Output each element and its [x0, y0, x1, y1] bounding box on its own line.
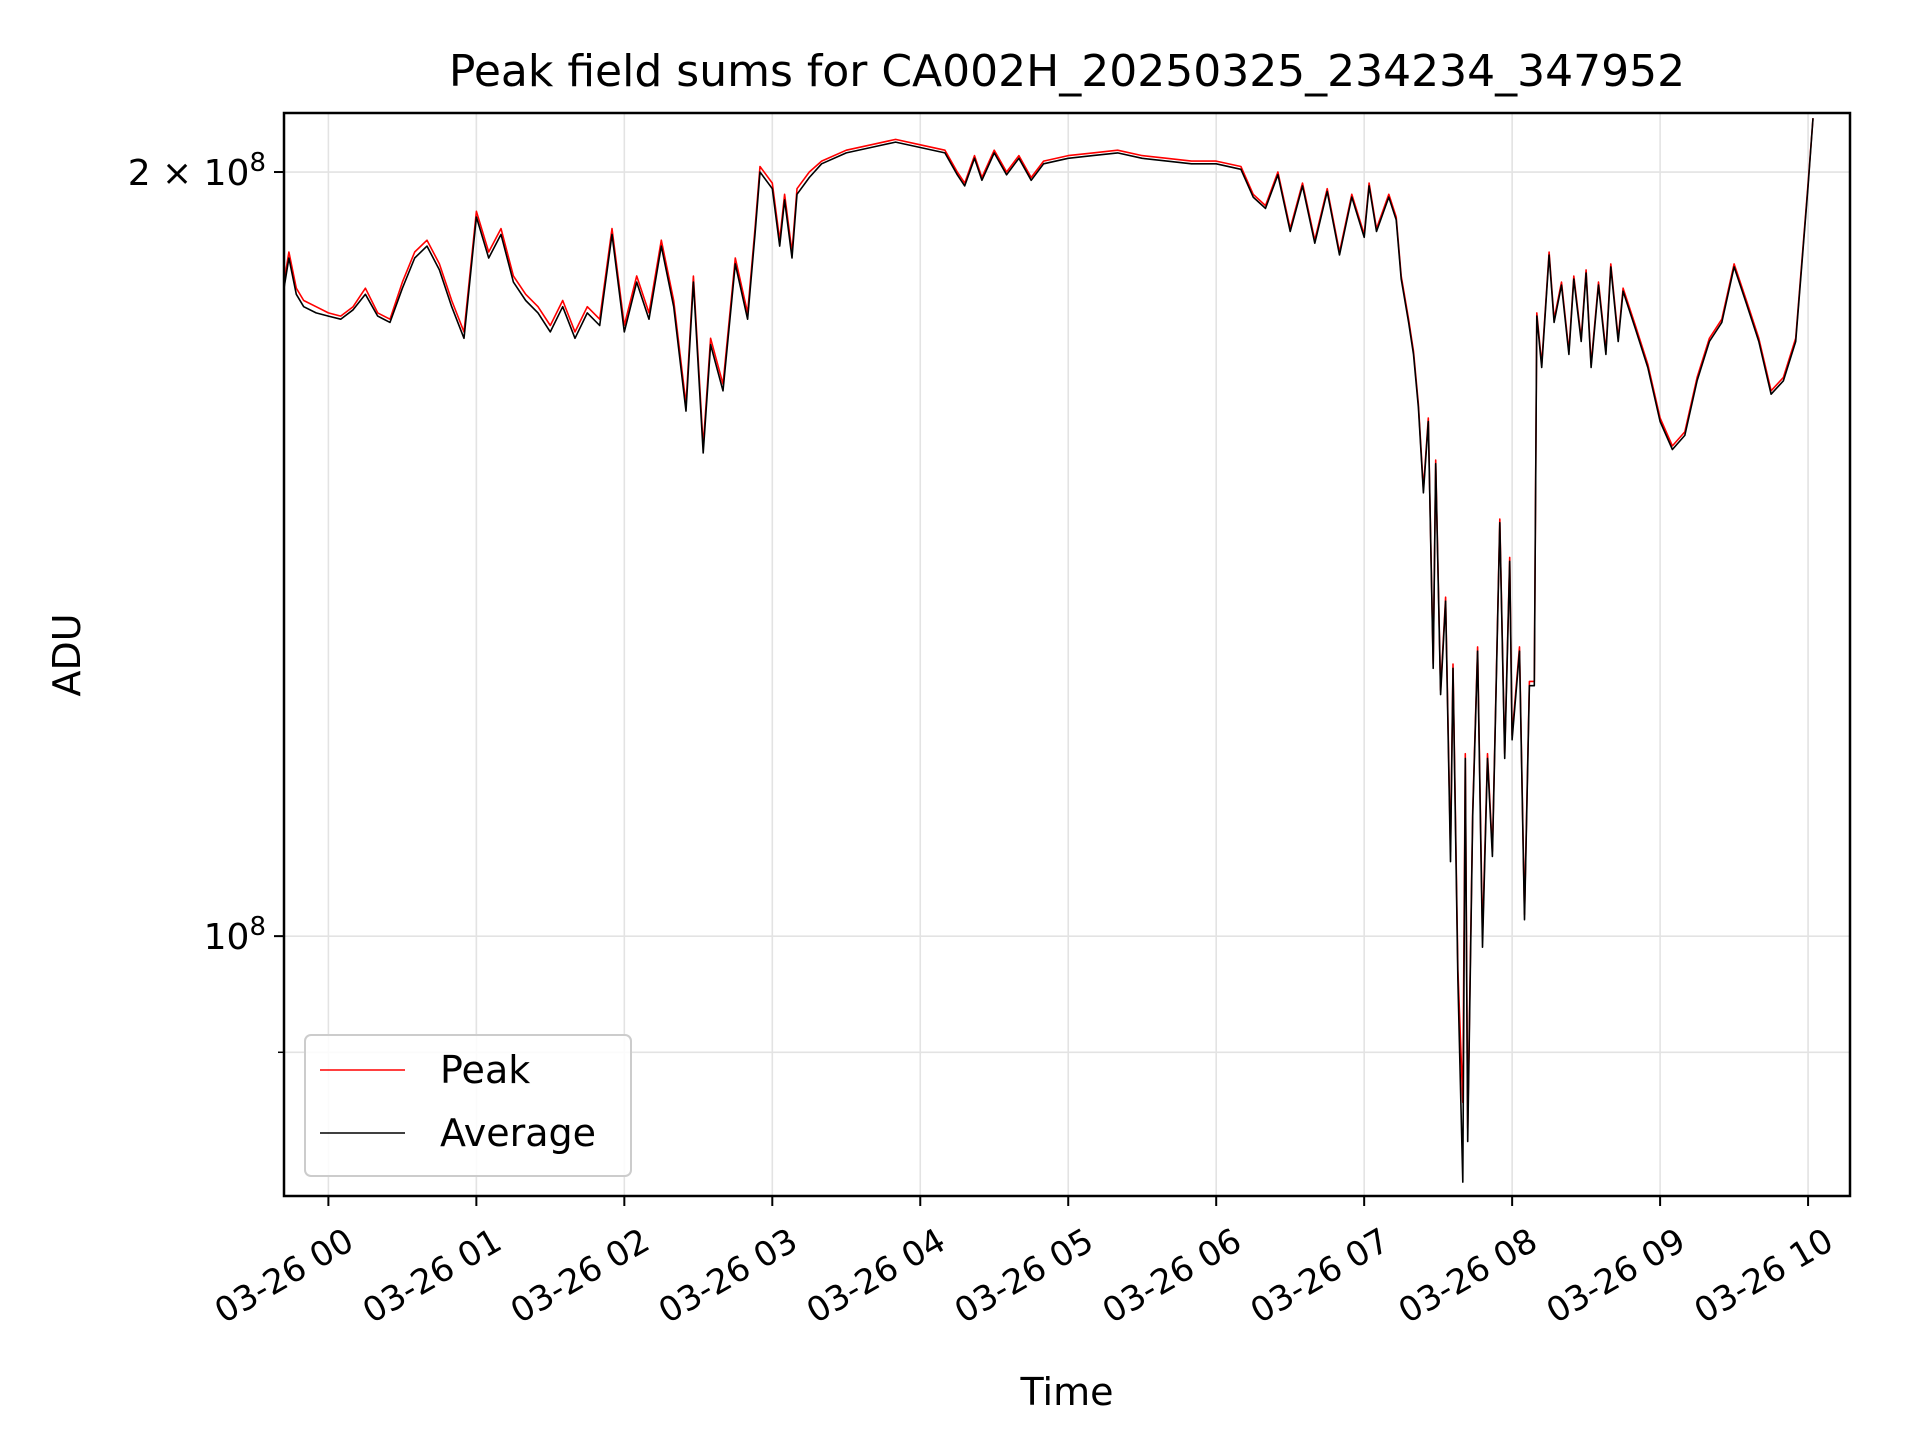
plot-frame — [282, 111, 1852, 1198]
series-layer — [284, 118, 1814, 1183]
y-axis-label: ADU — [45, 613, 89, 696]
x-tick-label: 03-26 06 — [1096, 1221, 1248, 1332]
x-tick-label: 03-26 07 — [1244, 1221, 1396, 1332]
chart-title: Peak field sums for CA002H_20250325_2342… — [449, 46, 1685, 97]
x-tick-label: 03-26 01 — [356, 1221, 508, 1332]
y-axis: 2 × 108 108 — [128, 148, 284, 1054]
legend-label-average: Average — [440, 1111, 596, 1155]
x-tick-label: 03-26 05 — [948, 1221, 1100, 1332]
series-line-average — [284, 118, 1814, 1183]
x-tick-label: 03-26 03 — [652, 1221, 804, 1332]
y-tick-label: 2 × 108 — [128, 148, 266, 194]
x-tick-label: 03-26 02 — [504, 1221, 656, 1332]
x-tick-label: 03-26 08 — [1392, 1221, 1544, 1332]
x-tick-label: 03-26 00 — [208, 1221, 360, 1332]
x-axis-label: Time — [1020, 1370, 1114, 1414]
x-tick-label: 03-26 10 — [1688, 1221, 1840, 1332]
y-tick-label: 108 — [204, 912, 266, 958]
x-tick-label: 03-26 04 — [800, 1221, 952, 1332]
legend: Peak Average — [304, 1034, 632, 1177]
series-line-peak — [284, 118, 1814, 1130]
grid-lines — [284, 113, 1850, 1196]
x-tick-label: 03-26 09 — [1540, 1221, 1692, 1332]
legend-label-peak: Peak — [440, 1048, 530, 1092]
